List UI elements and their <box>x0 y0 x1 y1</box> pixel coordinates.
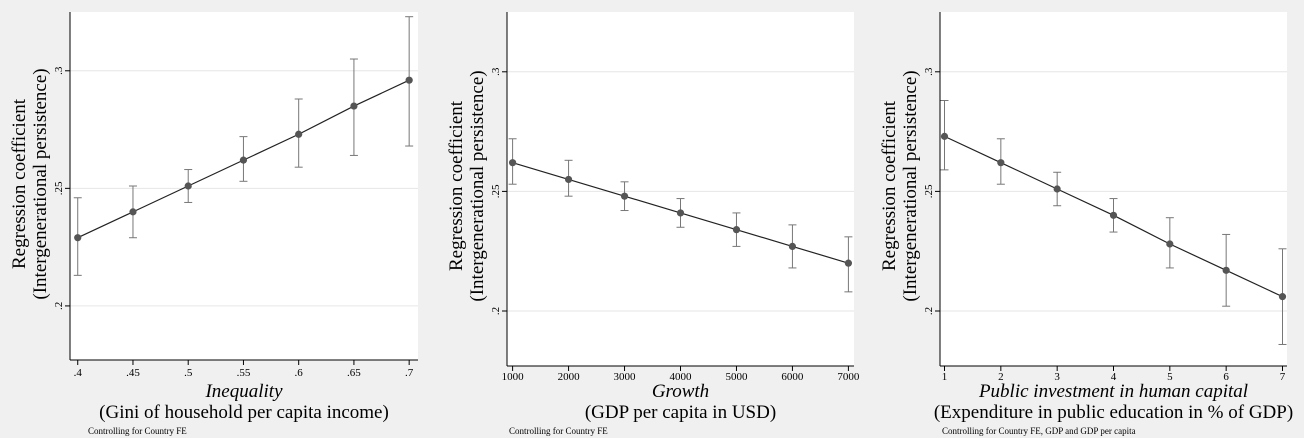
x-tick-label: .7 <box>405 367 414 379</box>
x-axis-subtitle: (Expenditure in public education in % of… <box>934 402 1293 423</box>
data-point <box>564 175 573 184</box>
data-point <box>129 208 137 216</box>
x-tick-label: 1 <box>942 371 948 383</box>
y-axis-label: Regression coefficient <box>879 100 900 271</box>
plot-area <box>507 12 854 366</box>
y-axis-label: Regression coefficient <box>9 98 30 269</box>
y-axis-label: Regression coefficient <box>446 100 467 271</box>
x-tick-label: .55 <box>237 367 251 379</box>
data-point <box>405 76 413 84</box>
x-tick-label: 6000 <box>781 371 804 383</box>
data-point <box>184 182 192 190</box>
y-tick-label: .3 <box>490 67 502 76</box>
data-point <box>1278 293 1287 301</box>
data-point <box>940 132 949 140</box>
data-point <box>1109 211 1118 219</box>
x-tick-label: 4000 <box>670 371 693 383</box>
x-tick-label: .45 <box>126 367 140 379</box>
chart-note: Controlling for Country FE, GDP and GDP … <box>942 426 1136 436</box>
x-axis-title: Public investment in human capital <box>978 381 1248 402</box>
y-tick-label: .2 <box>53 302 65 310</box>
chart-note: Controlling for Country FE <box>88 426 187 436</box>
chart-panel-public-investment: .2 .25 .3 1 2 3 4 5 6 7 Regression coefficient (Int… <box>869 0 1304 438</box>
data-point <box>732 226 741 234</box>
x-axis-subtitle: (Gini of household per capita income) <box>99 402 389 423</box>
data-point <box>295 130 303 138</box>
y-tick-label: .3 <box>53 66 65 75</box>
x-tick-label: .4 <box>74 367 83 379</box>
x-tick-label: 3 <box>1054 371 1060 383</box>
x-axis-subtitle: (GDP per capita in USD) <box>585 402 776 423</box>
x-tick-label: 4 <box>1111 371 1117 383</box>
y-tick-label: .3 <box>923 67 935 76</box>
x-tick-label: 7000 <box>837 371 860 383</box>
x-tick-label: .6 <box>295 367 304 379</box>
y-axis-label-sub: (Intergenerational persistence) <box>30 68 51 299</box>
x-tick-label: .5 <box>184 367 193 379</box>
x-tick-label: 1000 <box>502 371 525 383</box>
data-point <box>788 242 797 251</box>
data-point <box>1166 240 1174 248</box>
data-point <box>350 102 358 110</box>
y-tick-label: .2 <box>923 307 935 315</box>
x-tick-label: 2 <box>998 371 1004 383</box>
y-axis-label-sub: (Intergenerational persistence) <box>467 70 488 301</box>
chart-growth: .2 .25 .3 1000 2000 3000 4000 5000 6000 7000 Regre… <box>446 12 860 436</box>
x-tick-label: 7 <box>1280 371 1286 383</box>
chart-panel-growth: .2 .25 .3 1000 2000 3000 4000 5000 6000 7000 Regre… <box>434 0 869 438</box>
data-point <box>239 156 248 164</box>
x-tick-label: 2000 <box>558 371 581 383</box>
y-tick-label: .2 <box>490 307 502 315</box>
data-point <box>676 209 685 217</box>
chart-public-investment: .2 .25 .3 1 2 3 4 5 6 7 Regression coefficient (Int… <box>879 12 1293 436</box>
x-tick-label: 5000 <box>725 371 748 383</box>
y-tick-label: .25 <box>53 181 65 195</box>
x-tick-label: 3000 <box>614 371 637 383</box>
x-tick-label: 6 <box>1223 371 1229 383</box>
x-axis-title: Growth <box>652 381 709 402</box>
x-tick-label: 5 <box>1167 371 1173 383</box>
data-point <box>1053 185 1061 193</box>
chart-inequality: .2 .25 .3 .4 .45 .5 .55 .6 .65 .7 Regression coeff… <box>9 12 418 436</box>
data-point <box>997 159 1005 167</box>
data-point <box>1222 266 1230 274</box>
data-point <box>508 159 517 167</box>
x-tick-label: .65 <box>347 367 361 379</box>
chart-note: Controlling for Country FE <box>509 426 608 436</box>
data-point <box>74 234 82 242</box>
y-axis-label-sub: (Intergenerational persistence) <box>900 70 921 301</box>
y-tick-label: .25 <box>923 184 935 198</box>
data-point <box>844 259 853 267</box>
x-axis-title: Inequality <box>204 381 283 402</box>
plot-area <box>940 12 1287 366</box>
y-tick-label: .25 <box>490 184 502 198</box>
data-point <box>620 192 629 200</box>
chart-panel-inequality: .2 .25 .3 .4 .45 .5 .55 .6 .65 .7 Regression coeff… <box>0 0 434 438</box>
plot-area <box>70 12 418 360</box>
